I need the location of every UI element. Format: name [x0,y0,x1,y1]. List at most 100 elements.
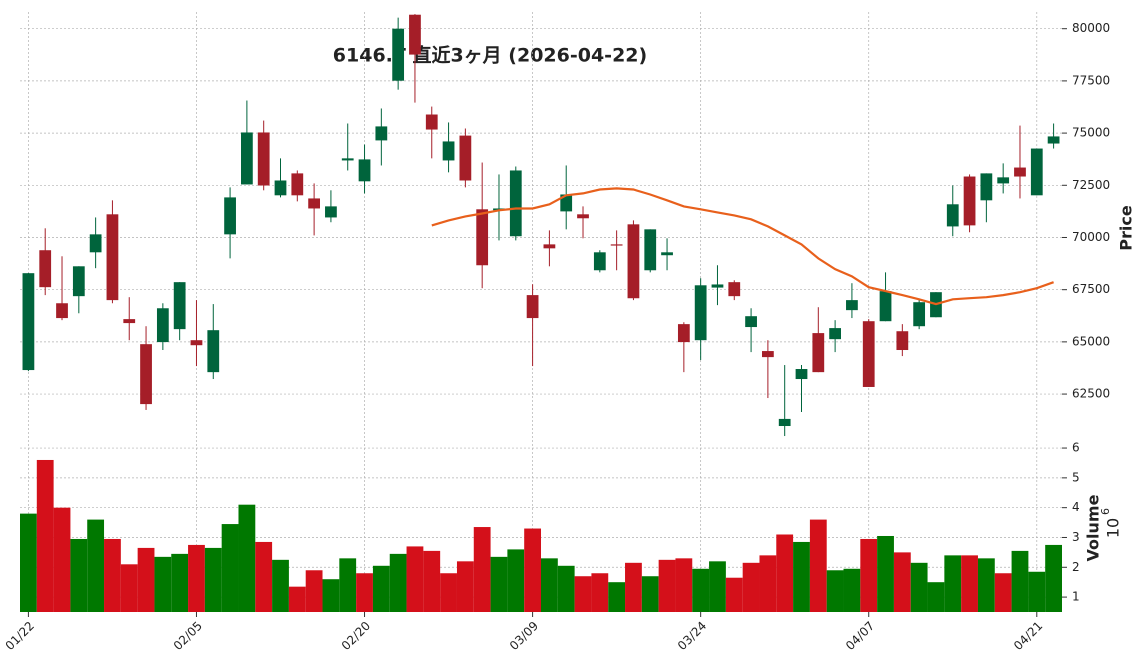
volume-bar [255,541,273,612]
candle-body [509,170,522,237]
volume-bar [36,459,54,612]
x-tick-label: 04/21 [1011,619,1045,653]
candle-body [846,300,858,311]
candle-body [980,173,993,201]
candle-body [577,214,589,219]
volume-bar [625,562,642,612]
volume-bar [541,558,558,612]
volume-bar [910,562,928,612]
volume-bar [927,582,945,612]
candle-body [224,197,236,235]
candle-body [22,273,35,371]
volume-bar [238,504,256,612]
volume-bar [188,544,205,612]
volume-bar [389,553,407,612]
candle-body [946,204,959,227]
candle-body [879,291,892,322]
volume-bar [507,549,525,612]
candle-body [325,206,337,218]
volume-bar [1045,544,1062,612]
candle-body [711,284,724,288]
volume-bar [591,573,609,612]
volume-bar [372,565,390,612]
candle-body [543,244,556,249]
y-tick-label: 72500 [1072,178,1110,192]
candle-body [56,303,68,319]
y-tick-label: 65000 [1072,334,1110,348]
volume-bar [742,562,760,612]
candle-body [997,177,1010,184]
y-axis-label: Price [1117,205,1136,251]
volume-bar [322,579,340,612]
volume-bar [860,538,878,612]
candle-body [896,331,909,351]
x-tick-label: 02/20 [339,619,373,653]
candle-body [677,324,690,343]
x-tick-label: 02/05 [171,619,205,653]
y2-scale-exponent: 6 [1099,508,1112,515]
volume-bar [826,570,844,612]
volume-bar [288,586,306,612]
volume-bar [759,555,777,612]
candle-body [190,340,203,346]
candle-body [812,333,825,373]
volume-bar [793,541,810,612]
volume-bar [1011,550,1029,612]
volume-bar [53,507,71,612]
candle-body [173,282,186,330]
y2-axis-label: Volume [1084,494,1103,561]
candle-body [274,180,287,196]
candle-body [745,316,757,328]
candle-body [661,252,673,256]
candle-body [442,141,455,161]
volume-bar [456,561,474,612]
x-tick-label: 01/22 [3,619,37,653]
y-tick-label: 70000 [1072,230,1110,244]
volume-bar [104,538,121,612]
volume-bar [305,570,323,612]
candle-body [392,28,405,81]
candle-body [593,252,606,271]
candle-body [913,302,926,327]
candle-body [526,295,539,319]
volume-bar [473,527,491,612]
y2-tick-label: 5 [1072,470,1080,484]
candle-body [106,214,119,301]
candle-body [627,224,640,299]
candle-body [963,176,976,226]
candle-body [308,198,320,209]
volume-bar [339,558,357,612]
candle-body [39,250,52,288]
volume-bar [809,519,827,612]
y-tick-label: 80000 [1072,21,1110,35]
volume-bar [692,568,710,612]
volume-bar [440,573,457,612]
candle-body [207,330,220,373]
volume-bar [423,550,441,612]
y-tick-label: 77500 [1072,73,1110,87]
volume-bar [776,534,794,612]
candle-body [694,285,707,341]
candle-body [72,266,85,297]
candle-body [257,132,270,186]
volume-bar [406,546,424,612]
volume-bar [725,577,743,612]
candle-body [409,14,421,55]
volume-bar [574,576,592,612]
candle-body [644,229,657,271]
volume-bar [843,568,861,612]
volume-bar [87,519,105,612]
volume-bar [1028,571,1046,612]
candle-body [476,209,489,266]
volume-bar [893,552,911,612]
volume-bar [524,528,541,612]
x-tick-label: 03/24 [675,619,709,653]
volume-bar [20,513,37,612]
candle-body [375,126,388,141]
chart-title: 6146.T 直近3ヶ月 (2026-04-22) [333,44,647,67]
candle-body [1030,148,1043,196]
volume-bar [137,547,155,612]
y2-tick-label: 3 [1072,530,1080,544]
candle-body [778,418,791,427]
